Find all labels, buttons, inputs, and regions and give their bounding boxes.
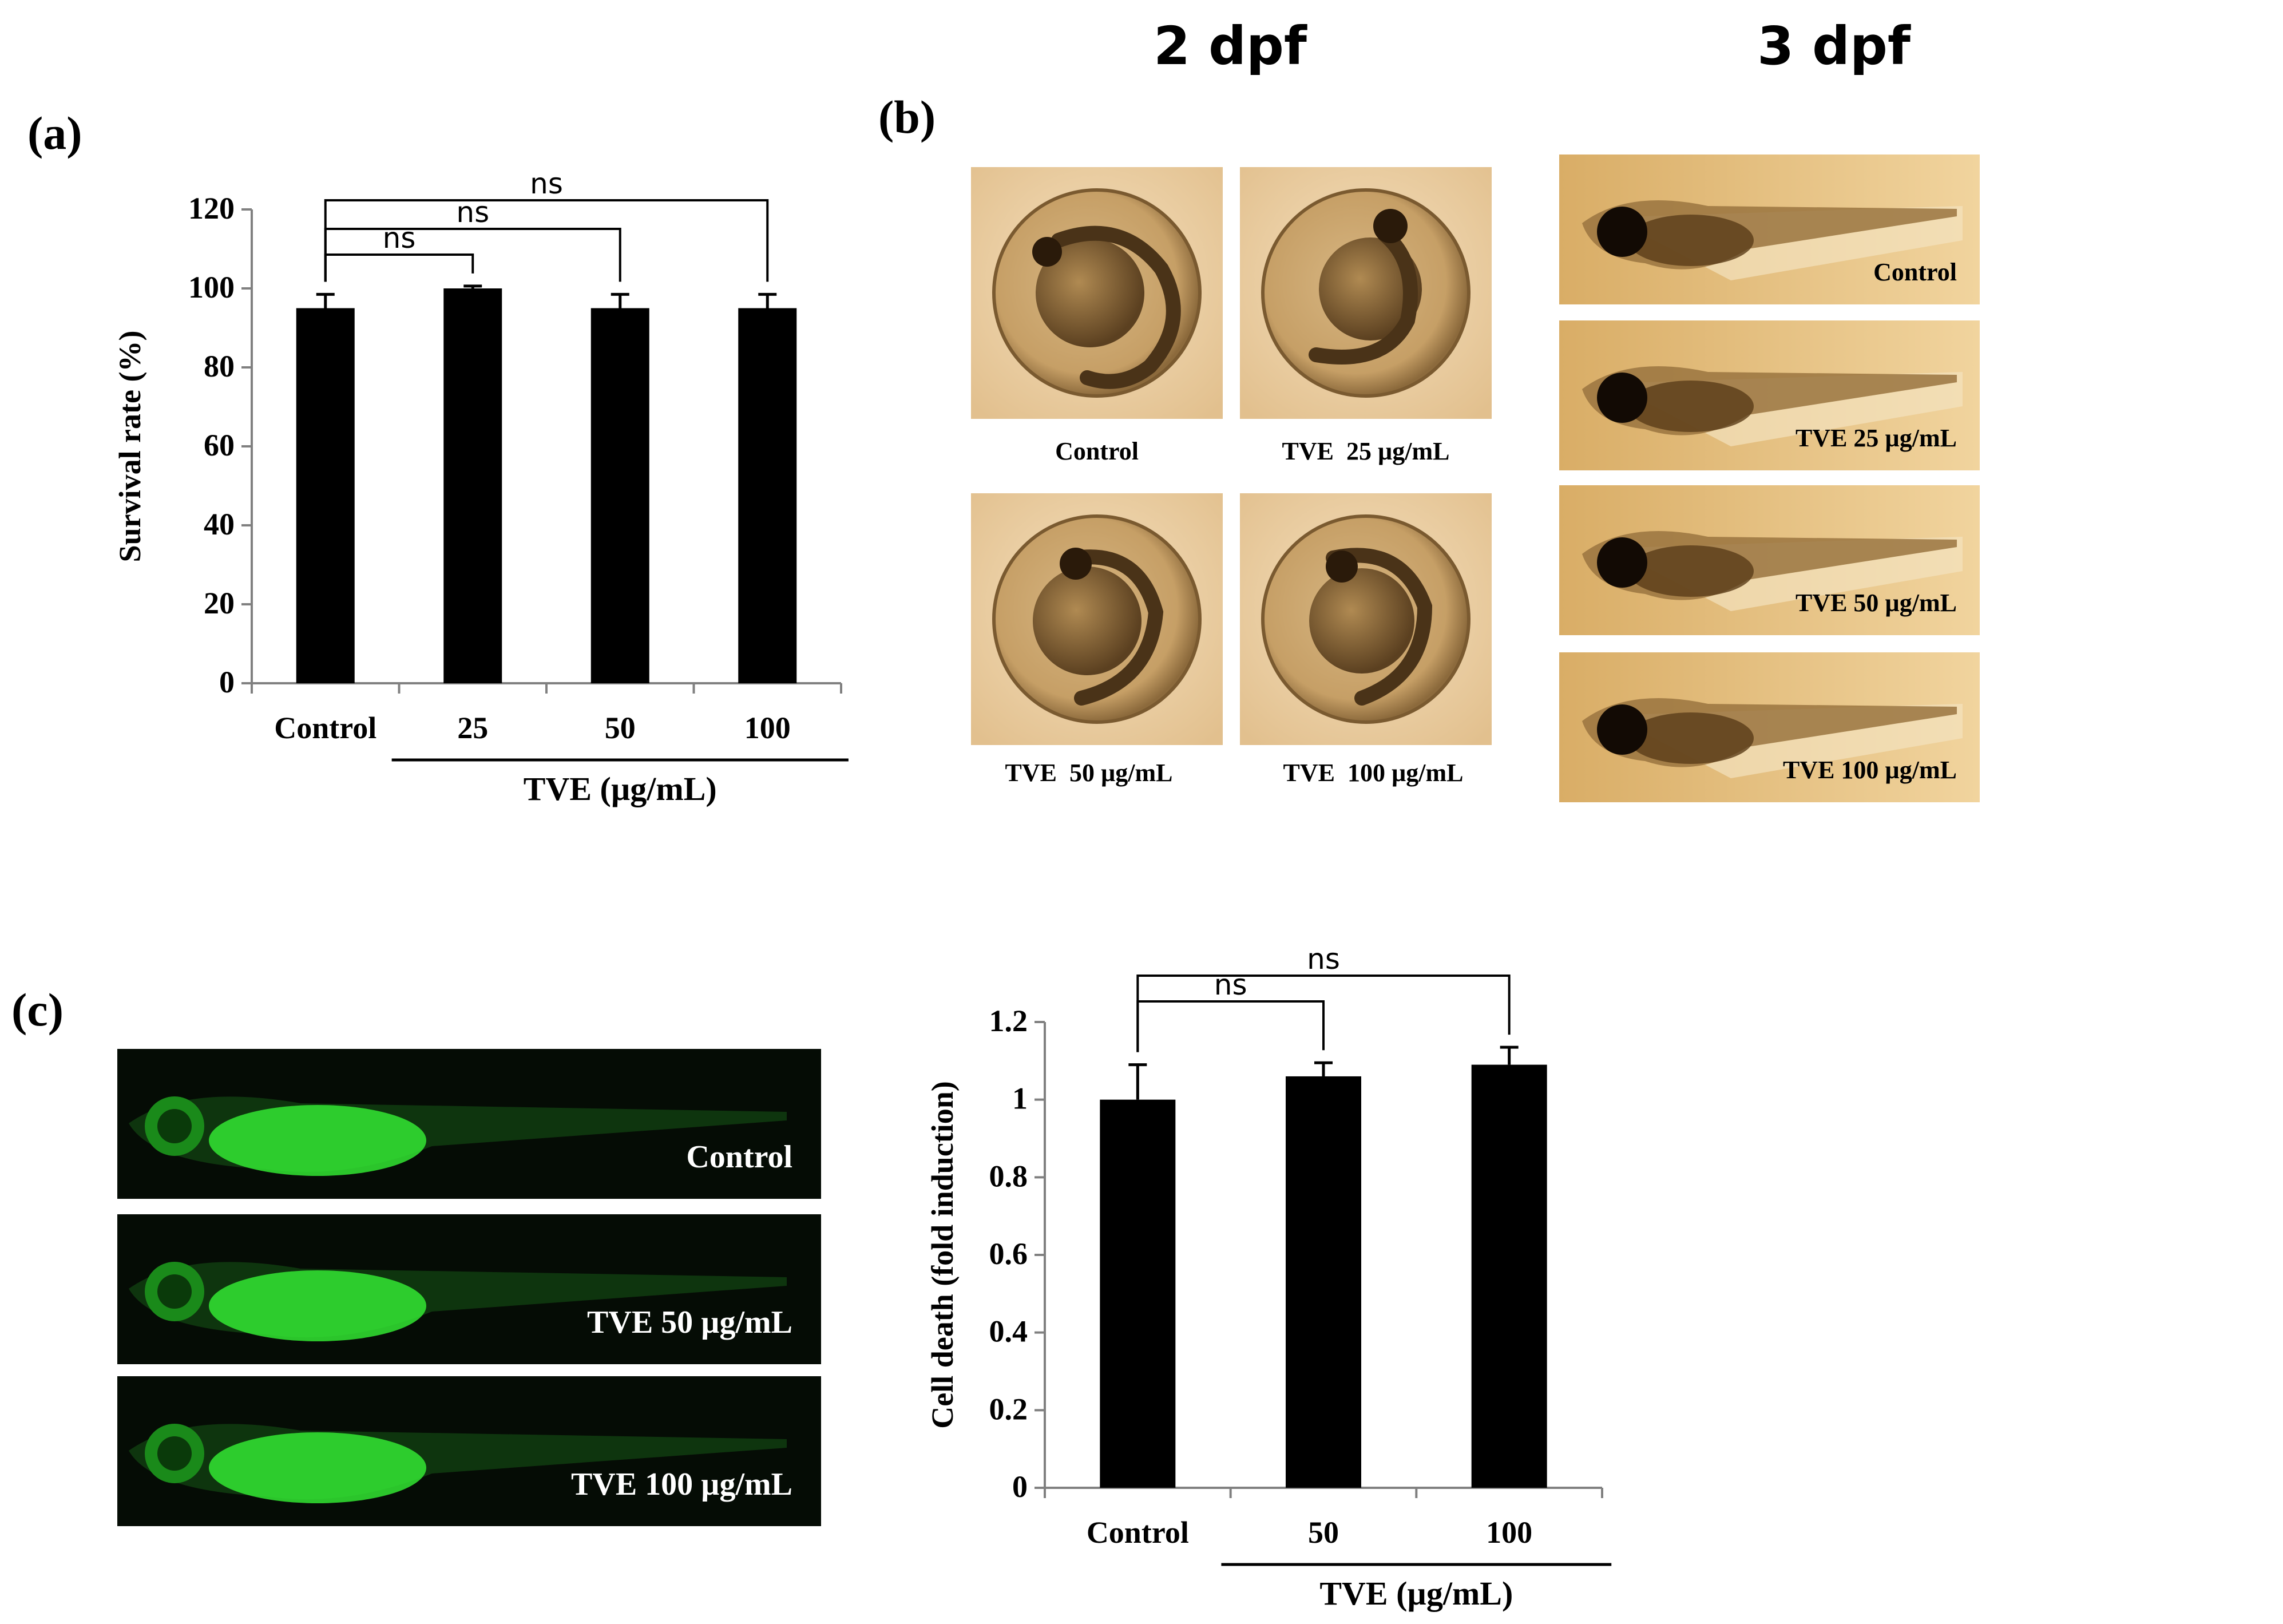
fluorescent-yolk (209, 1105, 426, 1176)
significance-label: ns (383, 221, 416, 255)
embryo-image-grid: Control TVE 25 µg/mL TVE 50 µg/mL TVE 10… (971, 167, 1492, 787)
significance-bracket (1136, 1000, 1325, 1052)
y-tick-label: 0 (219, 665, 235, 699)
stage-header-2dpf: 2 dpf (1154, 15, 1307, 77)
x-axis-label: TVE (µg/mL) (1319, 1575, 1513, 1612)
x-tick-label: 100 (744, 711, 791, 745)
embryo-caption-tve-50: TVE 50 µg/mL (1005, 759, 1172, 787)
larva-image-grid: Control TVE 25 µg/mL TVE 50 µg/mL TVE 100 µ… (1559, 155, 1980, 802)
y-tick-label: 1.2 (989, 1004, 1028, 1038)
larva-yolk (1628, 712, 1754, 764)
bar (443, 288, 502, 683)
significance-bracket (1136, 975, 1511, 1052)
fluorescent-pupil (157, 1274, 192, 1309)
panel-label-c: (c) (11, 984, 64, 1036)
embryo-caption-tve-100: TVE 100 µg/mL (1283, 759, 1463, 787)
y-tick-label: 1 (1012, 1082, 1028, 1116)
bar (1471, 1064, 1547, 1488)
larva-caption: TVE 100 µg/mL (1783, 756, 1957, 784)
larva-eye (1597, 537, 1647, 588)
larva-eye (1597, 704, 1647, 755)
y-axis-label: Cell death (fold induction) (925, 1081, 960, 1429)
bar (1286, 1076, 1361, 1488)
x-tick-label: 25 (457, 711, 488, 745)
x-tick-label: 50 (1308, 1515, 1339, 1550)
embryo-caption-tve-25: TVE 25 µg/mL (1282, 437, 1449, 465)
panel-label-a: (a) (27, 107, 82, 159)
significance-label: ns (1307, 942, 1340, 976)
fluorescent-caption: Control (686, 1139, 792, 1175)
fluorescent-pupil (157, 1436, 192, 1471)
y-axis-label: Survival rate (%) (113, 331, 147, 563)
x-tick-label: Control (274, 711, 376, 745)
larva-yolk (1628, 381, 1754, 432)
bar (738, 308, 797, 683)
y-tick-label: 20 (204, 586, 235, 620)
x-axis-label: TVE (µg/mL) (524, 770, 717, 807)
cell-death-chart: 0 0.2 0.4 0.6 0.8 1 1.2 Control 50 100 TVE (µg/mL)… (925, 942, 1612, 1612)
larva-caption: TVE 25 µg/mL (1796, 424, 1957, 452)
embryo-image-tve-100 (1240, 493, 1492, 745)
y-tick-label: 0.6 (989, 1237, 1028, 1271)
embryo-image-tve-25 (1240, 167, 1492, 419)
larva-caption: TVE 50 µg/mL (1796, 589, 1957, 617)
embryo-image-tve-50 (971, 493, 1223, 745)
y-tick-label: 80 (204, 349, 235, 383)
embryo-caption-control: Control (1055, 437, 1139, 465)
fluorescent-caption: TVE 50 µg/mL (587, 1305, 792, 1340)
y-tick-label: 0.2 (989, 1392, 1028, 1426)
stage-header-3dpf: 3 dpf (1757, 15, 1911, 77)
fluorescent-caption: TVE 100 µg/mL (571, 1467, 792, 1502)
fluorescent-yolk (209, 1432, 426, 1503)
bar (1100, 1099, 1176, 1488)
embryo-image-control (971, 167, 1223, 419)
x-tick-label: 50 (605, 711, 636, 745)
larva-image-control: Control (1559, 155, 1980, 304)
larva-eye (1597, 373, 1647, 423)
fluorescent-yolk (209, 1270, 426, 1341)
bar (590, 308, 649, 683)
larva-yolk (1628, 215, 1754, 266)
fluorescent-image-tve-50: TVE 50 µg/mL (117, 1214, 821, 1364)
larva-eye (1597, 207, 1647, 257)
panel-label-b: (b) (878, 91, 936, 143)
bar (296, 308, 355, 683)
y-tick-label: 40 (204, 507, 235, 541)
x-tick-label: 100 (1486, 1515, 1532, 1550)
y-tick-label: 100 (188, 270, 235, 304)
fluorescent-image-grid: Control TVE 50 µg/mL TVE 100 µg/mL (117, 1049, 821, 1526)
y-tick-label: 0.8 (989, 1159, 1028, 1193)
larva-caption: Control (1873, 258, 1957, 286)
y-tick-label: 60 (204, 428, 235, 462)
larva-image-tve-100: TVE 100 µg/mL (1559, 652, 1980, 802)
larva-image-tve-25: TVE 25 µg/mL (1559, 320, 1980, 470)
y-tick-label: 0.4 (989, 1314, 1028, 1349)
larva-yolk (1628, 545, 1754, 597)
fluorescent-pupil (157, 1109, 192, 1143)
y-tick-label: 0 (1012, 1469, 1028, 1504)
survival-rate-chart: 0 20 40 60 80 100 120 Control 25 50 100 TVE (µg/mL)… (113, 167, 849, 807)
fluorescent-image-control: Control (117, 1049, 821, 1199)
x-tick-label: Control (1087, 1515, 1189, 1550)
y-tick-label: 120 (188, 191, 235, 225)
fluorescent-image-tve-100: TVE 100 µg/mL (117, 1376, 821, 1526)
significance-label: ns (530, 167, 563, 200)
larva-image-tve-50: TVE 50 µg/mL (1559, 485, 1980, 635)
significance-label: ns (1214, 968, 1247, 1001)
significance-bracket (324, 199, 769, 282)
significance-bracket (324, 253, 474, 282)
